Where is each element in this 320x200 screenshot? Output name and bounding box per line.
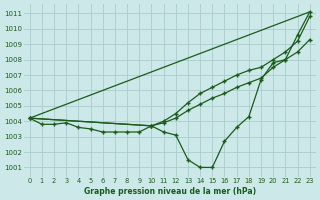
X-axis label: Graphe pression niveau de la mer (hPa): Graphe pression niveau de la mer (hPa) [84, 187, 256, 196]
